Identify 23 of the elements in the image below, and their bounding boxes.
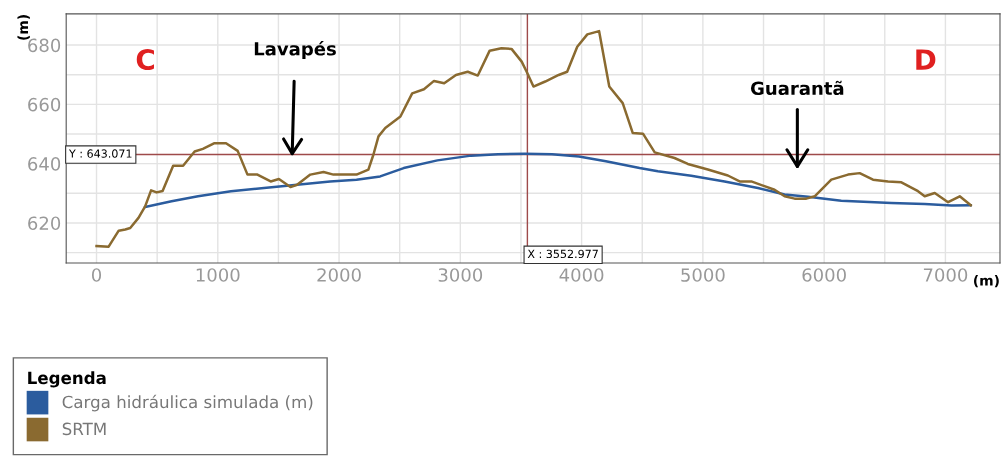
y-tick-label: 660 [28, 97, 61, 112]
annotation: Lavapés [254, 40, 336, 60]
annotation: C [136, 49, 154, 71]
x-tick-label: 6000 [802, 268, 846, 282]
x-tick-label: 4000 [559, 268, 604, 282]
y-tick-label: 620 [28, 216, 61, 231]
annotation: D [916, 49, 936, 70]
legend-title: Legenda [28, 371, 106, 388]
y-axis-title: (m) [17, 15, 30, 40]
x-tick-label: 7000 [923, 268, 968, 282]
y-tick-label: 640 [28, 157, 61, 171]
y-tick-label: 680 [28, 38, 61, 53]
ref-line-label: X : 3552.977 [527, 249, 598, 259]
x-tick-label: 2000 [317, 268, 361, 282]
annotation: Guarantã [750, 80, 844, 96]
x-tick-label: 5000 [681, 268, 725, 282]
legend-label: Carga hidráulica simulada (m) [62, 394, 313, 412]
ref-line-label: Y : 643.071 [68, 149, 132, 158]
x-tick-label: 0 [91, 268, 102, 282]
x-tick-label: 3000 [438, 268, 483, 282]
x-axis-title: (m) [974, 274, 999, 288]
legend-label: SRTM [62, 422, 106, 436]
x-tick-label: 1000 [196, 268, 240, 282]
